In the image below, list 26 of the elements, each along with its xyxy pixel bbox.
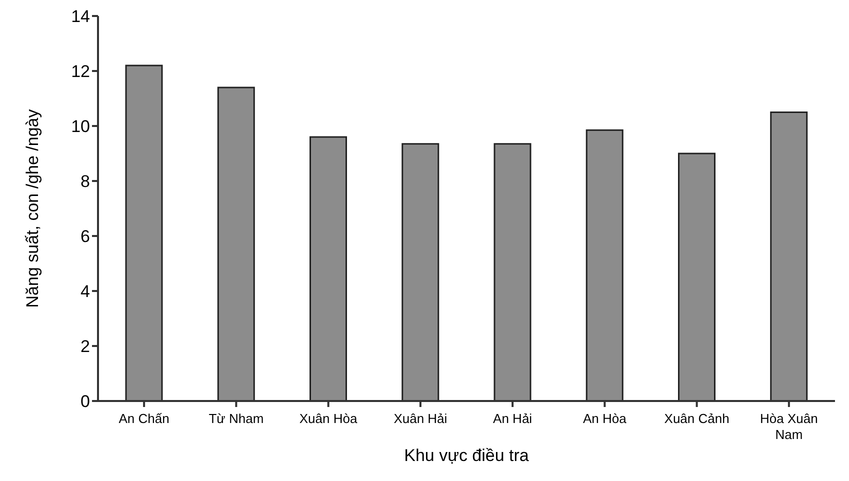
x-tick-label: Xuân Cảnh <box>664 411 730 426</box>
bar <box>125 64 163 401</box>
x-tick-label: An Hòa <box>583 411 628 426</box>
bar <box>678 152 716 401</box>
y-tick-label: 6 <box>80 227 90 246</box>
bar <box>494 143 532 401</box>
bar <box>770 112 808 401</box>
bar <box>217 86 255 401</box>
x-tick-label: An Hải <box>493 411 532 426</box>
bar <box>310 136 347 401</box>
x-tick-label: An Chấn <box>118 411 170 426</box>
y-tick-label: 4 <box>80 282 90 302</box>
y-tick-label: 14 <box>71 7 90 26</box>
y-tick-label: 12 <box>71 62 90 82</box>
x-tick-label: Hòa Xuân Nam <box>760 411 818 442</box>
y-tick-label: 8 <box>80 172 90 192</box>
x-tick-label: Từ Nham <box>208 411 264 426</box>
y-tick-label: 0 <box>80 392 90 412</box>
y-tick-label: 2 <box>80 337 90 356</box>
x-tick-label: Xuân Hòa <box>299 411 358 426</box>
x-tick-label: Xuân Hải <box>394 411 448 426</box>
y-tick-label: 10 <box>71 117 90 136</box>
bar <box>402 143 440 401</box>
y-axis-title: Năng suất, con /ghe /ngày <box>23 108 42 308</box>
x-axis-title: Khu vực điều tra <box>404 446 530 465</box>
bar <box>586 129 624 401</box>
